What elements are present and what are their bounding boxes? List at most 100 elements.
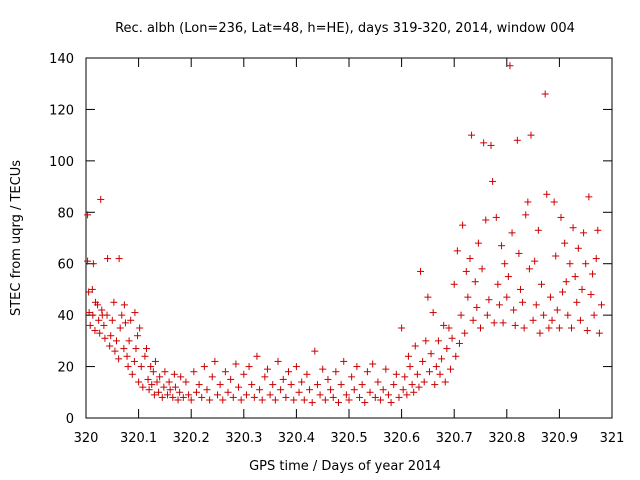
- data-point: [282, 393, 290, 401]
- data-point: [371, 393, 379, 401]
- data-point: [89, 311, 97, 319]
- data-point: [369, 360, 377, 368]
- x-tick-label: 321: [600, 431, 625, 446]
- data-point: [506, 62, 514, 70]
- data-point: [120, 301, 128, 309]
- data-point: [524, 198, 532, 206]
- data-point: [130, 357, 138, 365]
- data-point: [525, 265, 533, 273]
- data-point: [98, 306, 106, 314]
- data-point: [404, 352, 412, 360]
- data-point: [382, 365, 390, 373]
- data-point: [567, 324, 575, 332]
- data-point: [595, 329, 603, 337]
- data-point: [569, 224, 577, 232]
- data-point: [121, 319, 129, 327]
- data-point: [271, 396, 279, 404]
- data-point: [419, 357, 427, 365]
- data-point: [513, 136, 521, 144]
- data-point: [261, 373, 269, 381]
- data-point: [308, 399, 316, 407]
- data-point: [462, 267, 470, 275]
- data-point: [553, 306, 561, 314]
- data-point: [384, 391, 392, 399]
- data-point: [135, 378, 143, 386]
- data-point: [478, 265, 486, 273]
- data-point: [546, 293, 554, 301]
- data-point: [450, 280, 458, 288]
- x-tick-labels: 320 320.1 320.2 320.3 320.4 320.5 320.6 320.7 32…: [74, 431, 625, 446]
- data-point: [452, 352, 460, 360]
- data-point: [566, 260, 574, 268]
- data-point: [237, 396, 245, 404]
- data-point: [106, 342, 114, 350]
- x-tick-label: 320.4: [278, 431, 315, 446]
- data-point: [363, 368, 371, 376]
- data-point: [141, 352, 149, 360]
- data-point: [258, 396, 266, 404]
- data-point: [447, 365, 455, 373]
- data-point: [127, 316, 135, 324]
- data-point: [103, 311, 111, 319]
- data-point: [464, 293, 472, 301]
- data-point: [235, 383, 243, 391]
- data-point: [97, 195, 105, 203]
- data-point: [455, 339, 463, 347]
- data-point: [134, 332, 142, 340]
- data-point: [473, 303, 481, 311]
- data-point: [492, 213, 500, 221]
- data-point: [266, 391, 274, 399]
- data-point: [227, 375, 235, 383]
- data-point: [104, 255, 112, 263]
- data-point: [206, 396, 214, 404]
- data-point: [118, 311, 126, 319]
- axis-ticks: [85, 57, 613, 419]
- data-point: [366, 388, 374, 396]
- data-point: [174, 396, 182, 404]
- data-point: [562, 278, 570, 286]
- data-point: [469, 316, 477, 324]
- data-point: [495, 301, 503, 309]
- data-point: [541, 90, 549, 98]
- data-point: [387, 399, 395, 407]
- data-point: [316, 391, 324, 399]
- x-tick-label: 320: [74, 431, 99, 446]
- x-tick-label: 320.2: [173, 431, 210, 446]
- data-point: [321, 396, 329, 404]
- data-point: [110, 298, 118, 306]
- data-point: [543, 190, 551, 198]
- data-point: [427, 350, 435, 358]
- data-point: [480, 139, 488, 147]
- data-point: [434, 337, 442, 345]
- data-point: [131, 309, 139, 317]
- data-point: [573, 298, 581, 306]
- y-tick-label: 120: [49, 103, 74, 118]
- data-point: [499, 319, 507, 327]
- data-point: [597, 301, 605, 309]
- data-point: [594, 226, 602, 234]
- data-point: [214, 391, 221, 399]
- data-point: [306, 386, 314, 394]
- data-point: [170, 370, 178, 378]
- data-point: [445, 324, 453, 332]
- data-point: [532, 301, 540, 309]
- data-point: [377, 396, 385, 404]
- data-point: [148, 381, 156, 389]
- data-point: [592, 255, 600, 263]
- data-point: [142, 345, 150, 353]
- data-point: [147, 363, 155, 371]
- data-point: [576, 316, 584, 324]
- data-point: [552, 252, 560, 260]
- y-tick-label: 60: [57, 258, 74, 273]
- data-point: [111, 347, 119, 355]
- data-point: [269, 381, 277, 389]
- data-point: [153, 378, 161, 386]
- data-point: [195, 381, 203, 389]
- data-point: [124, 363, 132, 371]
- data-point: [279, 375, 287, 383]
- data-point: [417, 267, 425, 275]
- data-point: [425, 368, 433, 376]
- data-point: [441, 378, 449, 386]
- x-tick-label: 320.7: [436, 431, 473, 446]
